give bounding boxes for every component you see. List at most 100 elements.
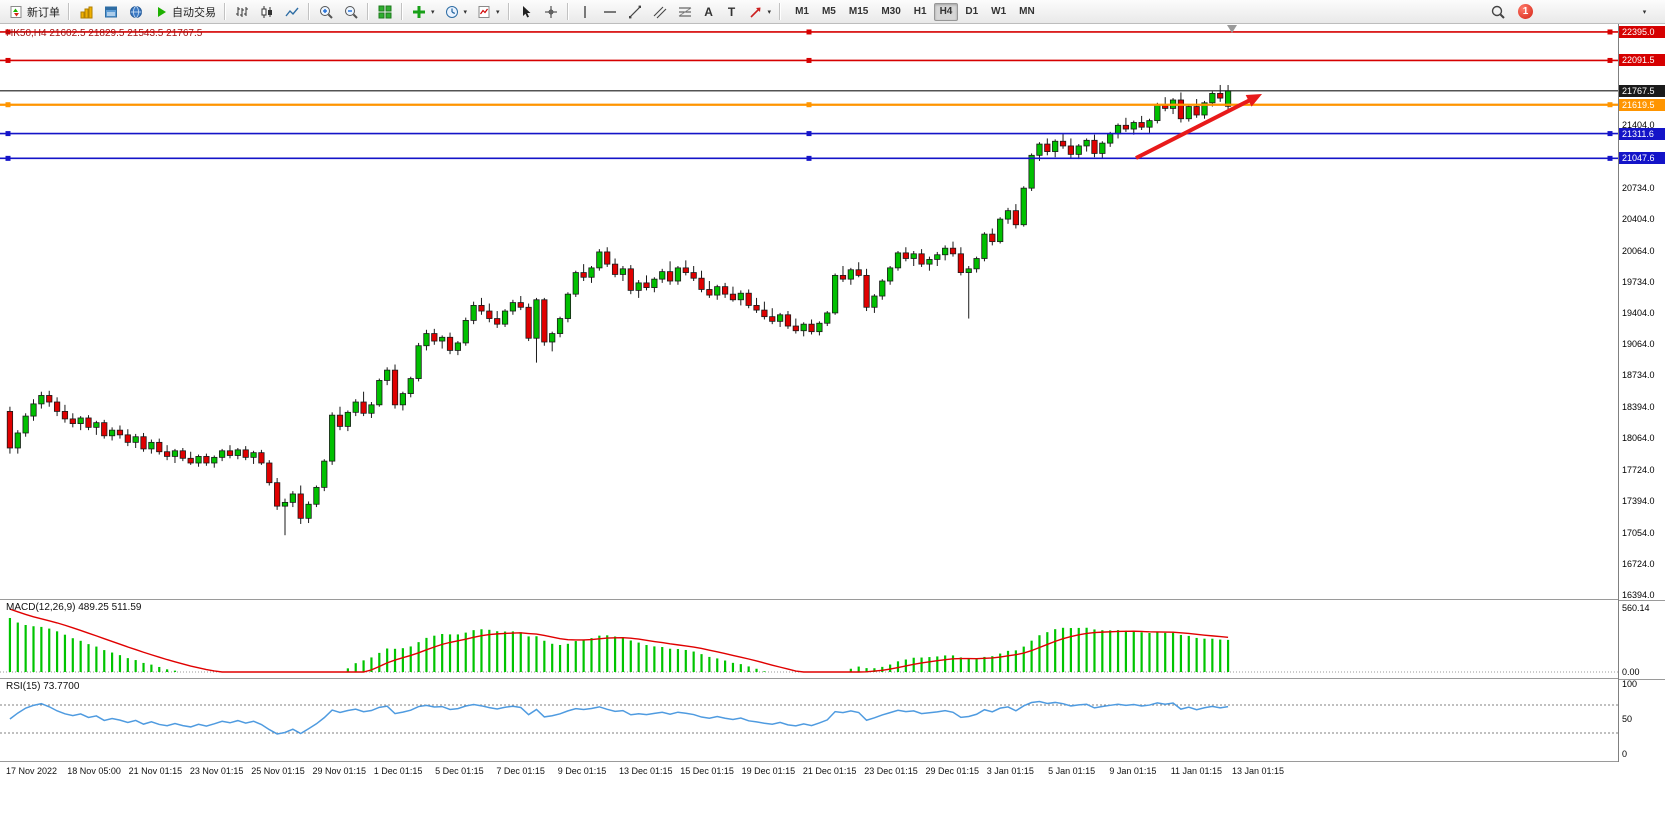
macd-panel[interactable]: MACD(12,26,9) 489.25 511.59 [0, 600, 1618, 679]
time-axis-label: 3 Jan 01:15 [986, 766, 1034, 776]
time-axis-label: 11 Jan 01:15 [1170, 766, 1223, 776]
horizontal-line-button[interactable] [598, 2, 622, 22]
line-chart-button[interactable] [280, 2, 304, 22]
search-button[interactable] [1486, 2, 1510, 22]
new-order-button[interactable]: 新订单 [4, 2, 64, 22]
rsi-line [9, 700, 1229, 735]
macd-canvas [0, 608, 1618, 673]
resistance-line-upper-handle[interactable] [806, 29, 812, 35]
candles-layer [6, 84, 1232, 536]
time-axis-label: 23 Nov 01:15 [189, 766, 244, 776]
price-axis-label: 18064.0 [1622, 433, 1655, 444]
toolbar-right-group: 1 ▾ [1486, 2, 1655, 22]
arrows-button[interactable]: ▾ [744, 2, 776, 22]
templates-button[interactable]: ▾ [472, 2, 504, 22]
timeframe-button-H4[interactable]: H4 [933, 2, 959, 21]
auto-trading-button[interactable]: 自动交易 [149, 2, 220, 22]
time-axis-label: 23 Dec 01:15 [864, 766, 918, 776]
support-line-upper-handle[interactable] [1607, 131, 1613, 137]
resistance-line-lower-handle[interactable] [1607, 57, 1613, 63]
timeframe-button-M1[interactable]: M1 [789, 3, 815, 21]
zoom-in-button[interactable] [314, 2, 338, 22]
crosshair-icon [544, 5, 557, 18]
price-axis-label: 17724.0 [1622, 465, 1655, 476]
price-axis-badge: 21311.6 [1619, 127, 1665, 140]
time-axis-label: 5 Dec 01:15 [435, 766, 484, 776]
price-axis-badge: 22395.0 [1619, 25, 1665, 38]
rsi-panel[interactable]: RSI(15) 73.7700 [0, 679, 1618, 762]
zoom-out-icon [345, 5, 358, 19]
orange-level-line-handle[interactable] [1607, 102, 1613, 108]
timeframe-button-M30[interactable]: M30 [875, 3, 906, 21]
support-line-upper-handle[interactable] [806, 131, 812, 137]
indicators-button[interactable]: ▾ [407, 2, 439, 22]
price-axis-label: 20064.0 [1622, 245, 1655, 256]
timeframe-toolbar: M1 M5 M15 M30 H1 H4 D1 W1 MN [789, 2, 1041, 21]
cursor-button[interactable] [514, 2, 538, 22]
price-axis[interactable]: 21404.0 20734.0 20404.0 20064.0 19734.0 19404… [1618, 24, 1665, 762]
time-axis-label: 21 Dec 01:15 [802, 766, 857, 776]
tile-windows-button[interactable] [373, 2, 397, 22]
text-tool-icon: A [704, 4, 713, 19]
channel-button[interactable] [648, 2, 672, 22]
timeframe-button-D1[interactable]: D1 [959, 3, 984, 21]
toolbar-separator [779, 3, 782, 20]
price-chart-canvas[interactable] [0, 24, 1618, 599]
resistance-line-upper-handle[interactable] [1607, 29, 1613, 35]
symbol-ohlc-info: HK50,H4 21602.5 21829.5 21543.5 21767.5 [6, 28, 203, 39]
line-chart-icon [285, 7, 299, 16]
notification-badge[interactable]: 1 [1518, 4, 1533, 19]
price-axis-label: 19404.0 [1622, 307, 1655, 318]
support-line-upper-handle[interactable] [5, 131, 11, 137]
toolbar-separator [68, 3, 70, 20]
timeframe-button-MN[interactable]: MN [1013, 3, 1041, 21]
bar-chart-icon [236, 6, 248, 17]
timeframe-button-W1[interactable]: W1 [985, 3, 1012, 21]
community-button[interactable] [124, 2, 148, 22]
resistance-line-lower-handle[interactable] [806, 57, 812, 63]
trendline-button[interactable] [623, 2, 647, 22]
market-watch-button[interactable] [99, 2, 123, 22]
macd-label: MACD(12,26,9) 489.25 511.59 [6, 602, 142, 613]
resistance-line-lower-handle[interactable] [5, 57, 11, 63]
fibonacci-button[interactable] [673, 2, 697, 22]
resistance-line-upper-handle[interactable] [5, 29, 11, 35]
candlestick-chart-button[interactable] [255, 2, 279, 22]
panel-separator [1619, 679, 1665, 680]
toolbar-overflow-button[interactable]: ▾ [1633, 2, 1655, 22]
periods-button[interactable]: ▾ [440, 2, 472, 22]
channel-icon [653, 6, 666, 18]
label-button[interactable]: T [721, 2, 743, 22]
macd-axis-max: 560.14 [1622, 603, 1650, 613]
timeframe-button-M5[interactable]: M5 [816, 3, 842, 21]
price-axis-badge: 22091.5 [1619, 54, 1665, 67]
timeframe-button-M15[interactable]: M15 [843, 3, 874, 21]
support-line-lower-handle[interactable] [806, 155, 812, 161]
chevron-down-icon: ▾ [431, 8, 435, 16]
time-axis[interactable]: 17 Nov 2022 18 Nov 05:00 21 Nov 01:15 23 No… [0, 762, 1665, 782]
bar-chart-button[interactable] [230, 2, 254, 22]
price-axis-badge: 21619.5 [1619, 98, 1665, 111]
price-axis-label: 16394.0 [1622, 589, 1655, 600]
price-chart-panel[interactable]: HK50,H4 21602.5 21829.5 21543.5 21767.5 [0, 24, 1618, 600]
zoom-out-button[interactable] [339, 2, 363, 22]
chart-shift-marker[interactable] [1227, 25, 1237, 33]
price-axis-label: 20734.0 [1622, 182, 1655, 193]
time-axis-label: 13 Dec 01:15 [619, 766, 673, 776]
crosshair-button[interactable] [539, 2, 563, 22]
trend-arrow[interactable] [1135, 94, 1258, 160]
templates-icon [478, 5, 490, 18]
support-line-lower-handle[interactable] [5, 155, 11, 161]
auto-trading-label: 自动交易 [172, 6, 216, 19]
time-axis-label: 25 Nov 01:15 [251, 766, 305, 776]
timeframe-button-H1[interactable]: H1 [908, 3, 933, 21]
vertical-line-button[interactable] [573, 2, 597, 22]
support-line-lower-handle[interactable] [1607, 155, 1613, 161]
orange-level-line-handle[interactable] [5, 102, 11, 108]
candlestick-icon [261, 5, 272, 18]
text-button[interactable]: A [698, 2, 720, 22]
orange-level-line-handle[interactable] [806, 102, 812, 108]
vertical-line-icon [583, 5, 586, 18]
charts-button[interactable] [74, 2, 98, 22]
